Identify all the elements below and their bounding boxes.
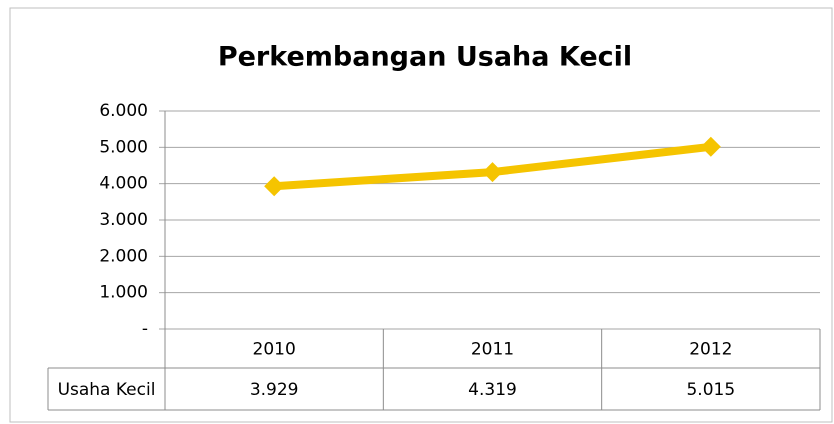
x-tick-label: 2012	[689, 340, 732, 360]
y-tick-label: 5.000	[99, 137, 148, 157]
y-tick-label: -	[142, 319, 148, 339]
y-tick-label: 6.000	[99, 101, 148, 121]
marker	[264, 176, 285, 197]
series-name: Usaha Kecil	[58, 380, 156, 400]
y-tick-label: 4.000	[99, 174, 148, 194]
y-tick-label: 2.000	[99, 246, 148, 266]
chart-frame	[9, 7, 833, 423]
table-value: 3.929	[250, 380, 299, 400]
table-value: 4.319	[468, 380, 517, 400]
y-tick-label: 3.000	[99, 210, 148, 230]
marker	[700, 136, 721, 157]
x-tick-label: 2011	[471, 340, 514, 360]
x-tick-label: 2010	[253, 340, 296, 360]
y-tick-label: 1.000	[99, 283, 148, 303]
chart-title: Perkembangan Usaha Kecil	[218, 42, 632, 73]
table-value: 5.015	[686, 380, 735, 400]
marker	[482, 162, 503, 183]
